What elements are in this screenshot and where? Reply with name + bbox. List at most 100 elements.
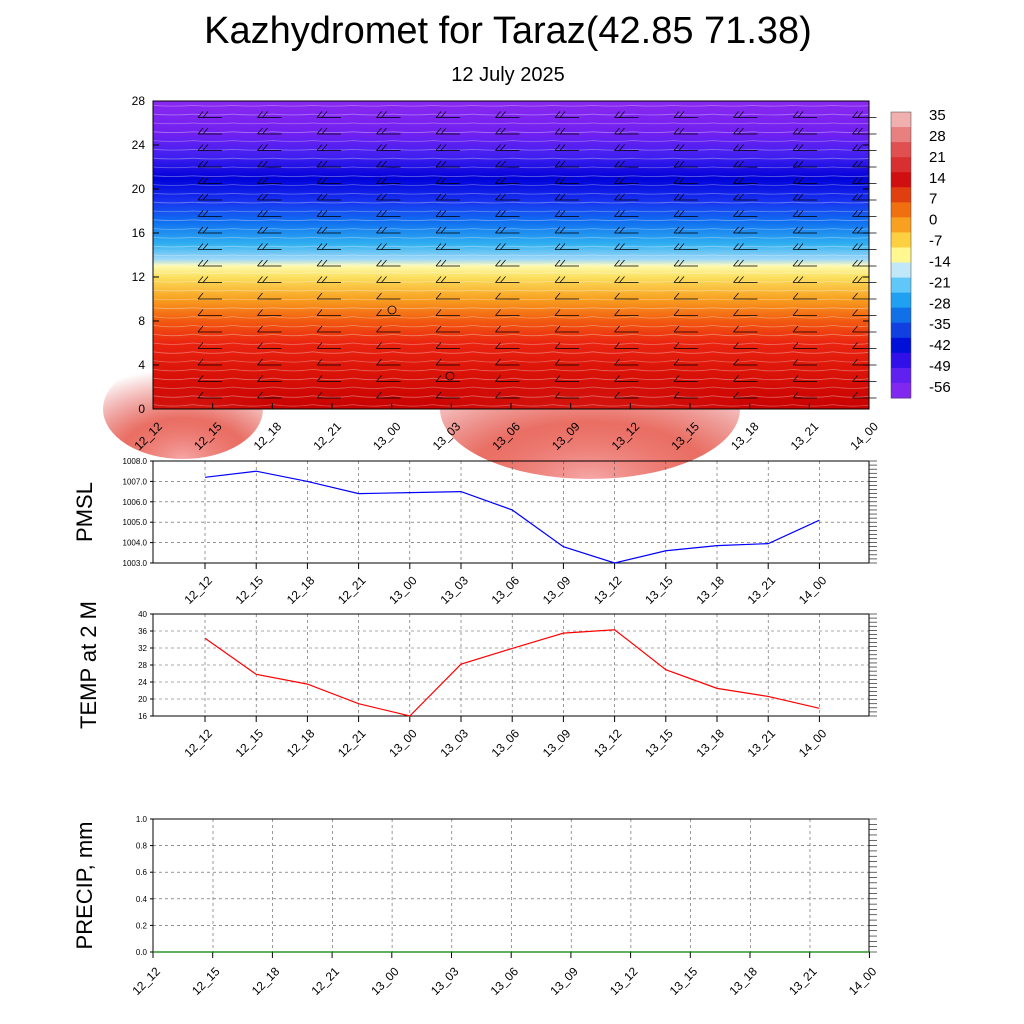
wind-barb (614, 127, 639, 135)
wind-barb (673, 160, 698, 168)
wind-barb (197, 342, 222, 349)
colorbar-cell (891, 322, 911, 339)
wind-barb (197, 193, 222, 201)
contour-line (152, 192, 874, 195)
wind-barb (852, 111, 877, 118)
wind-barb (495, 111, 520, 118)
wind-barb (495, 177, 520, 184)
wind-barb (376, 259, 401, 267)
wind-barb (376, 309, 401, 316)
contour-line (152, 228, 874, 230)
wind-barb (554, 276, 579, 283)
x-tick-label: 14_00 (846, 964, 880, 998)
contour-line (152, 236, 874, 239)
y-tick-label: 20 (132, 182, 146, 196)
wind-barb (316, 193, 341, 201)
x-tick-label: 13_21 (788, 419, 822, 453)
x-tick-label: 13_12 (607, 964, 641, 998)
wind-barb (792, 259, 817, 267)
x-tick-label: 13_09 (540, 726, 574, 760)
wind-barb (197, 243, 222, 250)
y-tick-label: 1004.0 (123, 539, 148, 548)
wind-barb (197, 276, 222, 283)
contour-line (152, 263, 874, 265)
wind-barb (554, 210, 579, 217)
wind-barb (852, 259, 877, 267)
colorbar-cell (891, 247, 911, 264)
wind-barb (376, 292, 401, 300)
wind-barb (435, 259, 460, 267)
contour-line (152, 131, 874, 133)
wind-barb (792, 358, 817, 366)
wind-barb (316, 342, 341, 349)
wind-barb (376, 226, 401, 234)
contour-line (152, 184, 874, 186)
wind-barb (852, 243, 877, 250)
wind-barb (316, 391, 341, 399)
contour-line (152, 342, 874, 345)
x-tick-label: 12_21 (310, 419, 344, 453)
contour-line (152, 333, 874, 337)
wind-barb (733, 193, 758, 201)
wind-barb (733, 111, 758, 118)
wind-barb (554, 111, 579, 118)
wind-barb (316, 309, 341, 316)
wind-barb (852, 210, 877, 217)
colorbar-label: -14 (929, 253, 951, 270)
x-tick-label: 13_06 (489, 726, 523, 760)
contour-line (152, 395, 874, 398)
colorbar-cell (891, 307, 911, 324)
colorbar-cell (891, 127, 911, 143)
wind-barb (733, 276, 758, 283)
chart-subtitle: 12 July 2025 (451, 64, 565, 86)
wind-barb (376, 111, 401, 118)
contour-line (152, 140, 874, 142)
y-axis-title: PRECIP, mm (72, 822, 97, 950)
wind-barb (316, 375, 341, 382)
wind-barb (257, 210, 282, 217)
wind-barb (197, 309, 222, 316)
y-tick-label: 36 (138, 627, 147, 636)
y-tick-label: 16 (138, 712, 147, 721)
wind-barb (316, 127, 341, 135)
colorbar-cell (891, 172, 911, 188)
y-tick-label: 0.6 (136, 868, 148, 877)
series-line (204, 470, 820, 564)
wind-barb (376, 177, 401, 184)
wind-barb (376, 193, 401, 201)
x-tick-label: 13_18 (693, 573, 727, 607)
wind-barb (554, 177, 579, 184)
wind-barb (257, 375, 282, 382)
x-tick-label: 13_00 (368, 964, 402, 998)
wind-barb (733, 177, 758, 184)
wind-barb (733, 391, 758, 399)
wind-barb (554, 391, 579, 399)
contour-line (152, 360, 874, 363)
wind-barb (495, 243, 520, 250)
wind-barb (673, 177, 698, 184)
wind-barb (733, 325, 758, 333)
wind-barb (733, 243, 758, 250)
colorbar-cell (891, 187, 911, 203)
colorbar-cell (891, 217, 911, 233)
wind-barb (792, 210, 817, 217)
wind-barb (614, 111, 639, 118)
contour-line (152, 157, 874, 160)
y-tick-label: 1006.0 (123, 498, 148, 507)
colorbar-cell (891, 232, 911, 248)
colorbar-cell (891, 292, 911, 309)
colorbar-label: -28 (929, 295, 951, 312)
wind-barb (435, 127, 460, 135)
wind-barb (733, 375, 758, 382)
wind-barb (673, 226, 698, 234)
y-tick-label: 0.0 (136, 948, 148, 957)
y-axis-title: PMSL (72, 482, 97, 542)
wind-barb (257, 276, 282, 283)
colorbar-cell (891, 367, 911, 384)
x-tick-label: 13_12 (591, 573, 625, 607)
contour-line (152, 272, 874, 274)
wind-barb (316, 259, 341, 267)
x-tick-label: 12_12 (181, 726, 215, 760)
contour-line (152, 280, 874, 283)
contour-line (152, 351, 874, 354)
